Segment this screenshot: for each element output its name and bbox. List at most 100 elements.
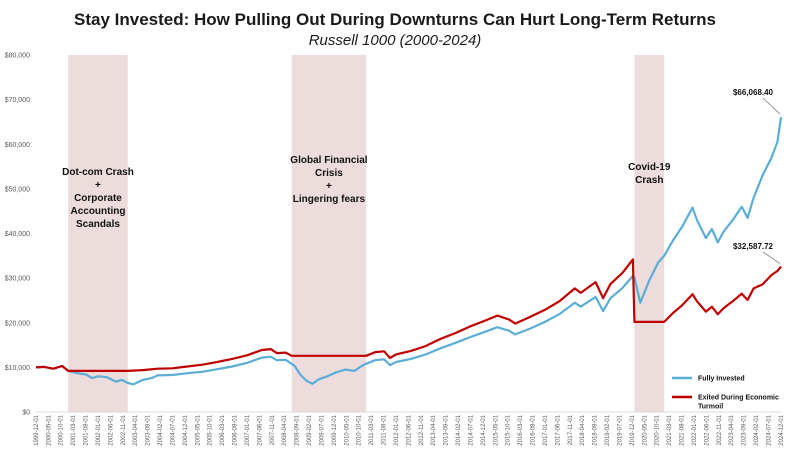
series-line-2 xyxy=(35,258,782,372)
shaded-period-1 xyxy=(68,55,128,412)
shaded-periods xyxy=(68,55,665,412)
x-tick-label: 1999-12-01 xyxy=(34,414,40,445)
x-tick-label: 2009-12-01 xyxy=(332,414,338,445)
x-tick-label: 2013-09-01 xyxy=(444,414,450,445)
x-tick-label: 2003-04-01 xyxy=(133,414,139,445)
end-label-2: $32,587.72 xyxy=(733,242,774,251)
x-tick-label: 2018-09-01 xyxy=(593,414,599,445)
x-tick-label: 2021-03-01 xyxy=(667,414,673,445)
x-tick-label: 2009-07-01 xyxy=(319,414,325,445)
x-tick-label: 2020-10-01 xyxy=(655,414,661,445)
end-label-leader xyxy=(762,97,781,115)
x-tick-label: 2003-09-01 xyxy=(146,414,152,445)
x-tick-label: 2023-09-01 xyxy=(742,414,748,445)
shaded-period-2 xyxy=(291,55,367,412)
x-tick-label: 2002-01-01 xyxy=(96,414,102,445)
x-tick-label: 2017-01-01 xyxy=(543,414,549,445)
y-tick-label: $0 xyxy=(22,410,30,417)
y-tick-label: $20,000 xyxy=(5,320,30,327)
x-tick-label: 2015-05-01 xyxy=(493,414,499,445)
x-tick-label: 2012-06-01 xyxy=(406,414,412,445)
y-tick-label: $60,000 xyxy=(5,142,30,149)
period-annotation-line: Crisis xyxy=(315,168,343,179)
x-tick-label: 2024-07-01 xyxy=(766,414,772,445)
x-tick-label: 2007-11-01 xyxy=(270,414,276,445)
x-tick-label: 2006-03-01 xyxy=(220,414,226,445)
x-tick-label: 2022-11-01 xyxy=(717,414,723,445)
period-annotation-line: Scandals xyxy=(76,219,120,230)
x-tick-label: 2001-03-01 xyxy=(71,414,77,445)
x-tick-label: 2014-02-01 xyxy=(456,414,462,445)
chart-subtitle: Russell 1000 (2000-2024) xyxy=(308,32,482,49)
x-tick-label: 2019-07-01 xyxy=(617,414,623,445)
end-labels: $66,068.40 $32,587.72 xyxy=(733,88,781,264)
x-tick-label: 2023-04-01 xyxy=(729,414,735,445)
end-label-leader xyxy=(762,251,781,264)
x-tick-label: 2019-02-01 xyxy=(605,414,611,445)
x-tick-label: 2002-06-01 xyxy=(108,414,114,445)
x-tick-label: 2002-11-01 xyxy=(121,414,127,445)
chart-title: Stay Invested: How Pulling Out During Do… xyxy=(74,10,716,29)
x-tick-label: 2011-03-01 xyxy=(369,414,375,445)
x-tick-label: 2017-11-01 xyxy=(568,414,574,445)
x-tick-label: 2004-12-01 xyxy=(183,414,189,445)
x-axis: 1999-12-01 2000-05-01 2000-10-01 2001-03-01… xyxy=(34,414,785,445)
period-annotation-line: Accounting xyxy=(70,206,125,217)
x-tick-label: 2014-12-01 xyxy=(481,414,487,445)
x-tick-label: 2024-02-01 xyxy=(754,414,760,445)
y-tick-label: $10,000 xyxy=(5,365,30,372)
shaded-period-3 xyxy=(634,55,665,412)
x-tick-label: 2016-08-01 xyxy=(531,414,537,445)
x-tick-label: 2005-10-01 xyxy=(208,414,214,445)
x-tick-label: 2019-12-01 xyxy=(630,414,636,445)
end-label-1: $66,068.40 xyxy=(733,88,774,97)
x-tick-label: 2001-08-01 xyxy=(84,414,90,445)
x-tick-label: 2020-05-01 xyxy=(642,414,648,445)
series-line-1 xyxy=(35,117,783,386)
x-tick-label: 2016-03-01 xyxy=(518,414,524,445)
y-tick-label: $70,000 xyxy=(5,97,30,104)
x-tick-label: 2007-01-01 xyxy=(245,414,251,445)
x-tick-label: 2008-09-01 xyxy=(295,414,301,445)
x-tick-label: 2024-12-01 xyxy=(779,414,785,445)
y-axis: $0 $10,000 $20,000 $30,000 $40,000 $50,000 $60… xyxy=(5,53,781,417)
x-tick-label: 2012-11-01 xyxy=(419,414,425,445)
period-annotations: Dot-com Crash + Corporate Accounting Scandal… xyxy=(62,155,671,230)
x-tick-label: 2011-08-01 xyxy=(382,414,388,445)
x-tick-label: 2012-01-01 xyxy=(394,414,400,445)
y-tick-label: $80,000 xyxy=(5,53,30,60)
x-tick-label: 2021-08-01 xyxy=(680,414,686,445)
period-annotation-line: Dot-com Crash xyxy=(62,167,134,178)
y-tick-label: $30,000 xyxy=(5,276,30,283)
x-tick-label: 2009-02-01 xyxy=(307,414,313,445)
period-annotation-line: Covid-19 xyxy=(628,162,671,173)
period-annotation-line: Lingering fears xyxy=(293,194,366,205)
x-tick-label: 2007-06-01 xyxy=(257,414,263,445)
x-tick-label: 2018-04-01 xyxy=(580,414,586,445)
x-tick-label: 2010-10-01 xyxy=(357,414,363,445)
period-annotation-line: + xyxy=(326,181,332,192)
period-annotation-line: Crash xyxy=(635,175,663,186)
x-tick-label: 2010-05-01 xyxy=(344,414,350,445)
period-annotation-line: Corporate xyxy=(74,193,122,204)
series-lines xyxy=(35,117,783,386)
legend-label: Fully Invested xyxy=(698,376,745,383)
x-tick-label: 2015-10-01 xyxy=(506,414,512,445)
x-tick-label: 2017-06-01 xyxy=(555,414,561,445)
x-tick-label: 2000-10-01 xyxy=(59,414,65,445)
x-tick-label: 2013-04-01 xyxy=(431,414,437,445)
legend-label: Exited During Economic Turmoil xyxy=(698,395,779,411)
x-tick-label: 2022-06-01 xyxy=(704,414,710,445)
legend: Fully Invested Exited During Economic Turm… xyxy=(672,376,779,411)
x-tick-label: 2004-07-01 xyxy=(170,414,176,445)
x-tick-label: 2008-04-01 xyxy=(282,414,288,445)
x-tick-label: 2004-02-01 xyxy=(158,414,164,445)
period-annotation-line: Global Financial xyxy=(290,155,367,166)
period-annotation-line: + xyxy=(95,180,101,191)
x-tick-label: 2014-07-01 xyxy=(468,414,474,445)
x-tick-label: 2005-05-01 xyxy=(195,414,201,445)
y-tick-label: $40,000 xyxy=(5,231,30,238)
x-tick-label: 2022-01-01 xyxy=(692,414,698,445)
x-tick-label: 2000-05-01 xyxy=(46,414,52,445)
